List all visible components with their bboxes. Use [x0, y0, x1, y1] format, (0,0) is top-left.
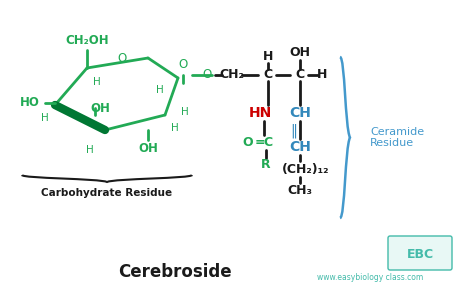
Text: Ceramide
Residue: Ceramide Residue: [370, 127, 424, 148]
Text: H: H: [317, 68, 327, 81]
Text: H: H: [41, 113, 49, 123]
Text: H: H: [156, 85, 164, 95]
Text: C: C: [264, 68, 273, 81]
Text: Carbohydrate Residue: Carbohydrate Residue: [41, 188, 173, 198]
Text: CH: CH: [289, 140, 311, 154]
Text: H: H: [93, 77, 101, 87]
Text: ‖: ‖: [291, 124, 298, 138]
Text: H: H: [181, 107, 189, 117]
Text: CH: CH: [289, 106, 311, 120]
Text: OH: OH: [90, 102, 110, 114]
Text: H: H: [86, 145, 94, 155]
Text: O: O: [118, 52, 127, 65]
Text: H: H: [263, 51, 273, 63]
Text: C: C: [295, 68, 305, 81]
Text: OH: OH: [138, 141, 158, 155]
Text: C: C: [264, 136, 273, 150]
Text: EBC: EBC: [406, 249, 434, 262]
Text: O: O: [243, 136, 253, 150]
Text: HN: HN: [248, 106, 272, 120]
Text: OH: OH: [290, 47, 310, 59]
Text: (CH₂)₁₂: (CH₂)₁₂: [282, 162, 330, 175]
Text: R: R: [261, 159, 271, 171]
Text: CH₂: CH₂: [219, 68, 245, 81]
Text: O: O: [202, 68, 211, 81]
Text: H: H: [171, 123, 179, 133]
Text: HO: HO: [20, 97, 40, 109]
Text: CH₃: CH₃: [288, 184, 312, 198]
Text: Cerebroside: Cerebroside: [118, 263, 232, 281]
Text: CH₂OH: CH₂OH: [65, 33, 109, 47]
FancyBboxPatch shape: [388, 236, 452, 270]
Text: O: O: [178, 58, 188, 72]
Text: www.easybiology class.com: www.easybiology class.com: [317, 274, 423, 283]
Text: =: =: [255, 136, 265, 150]
